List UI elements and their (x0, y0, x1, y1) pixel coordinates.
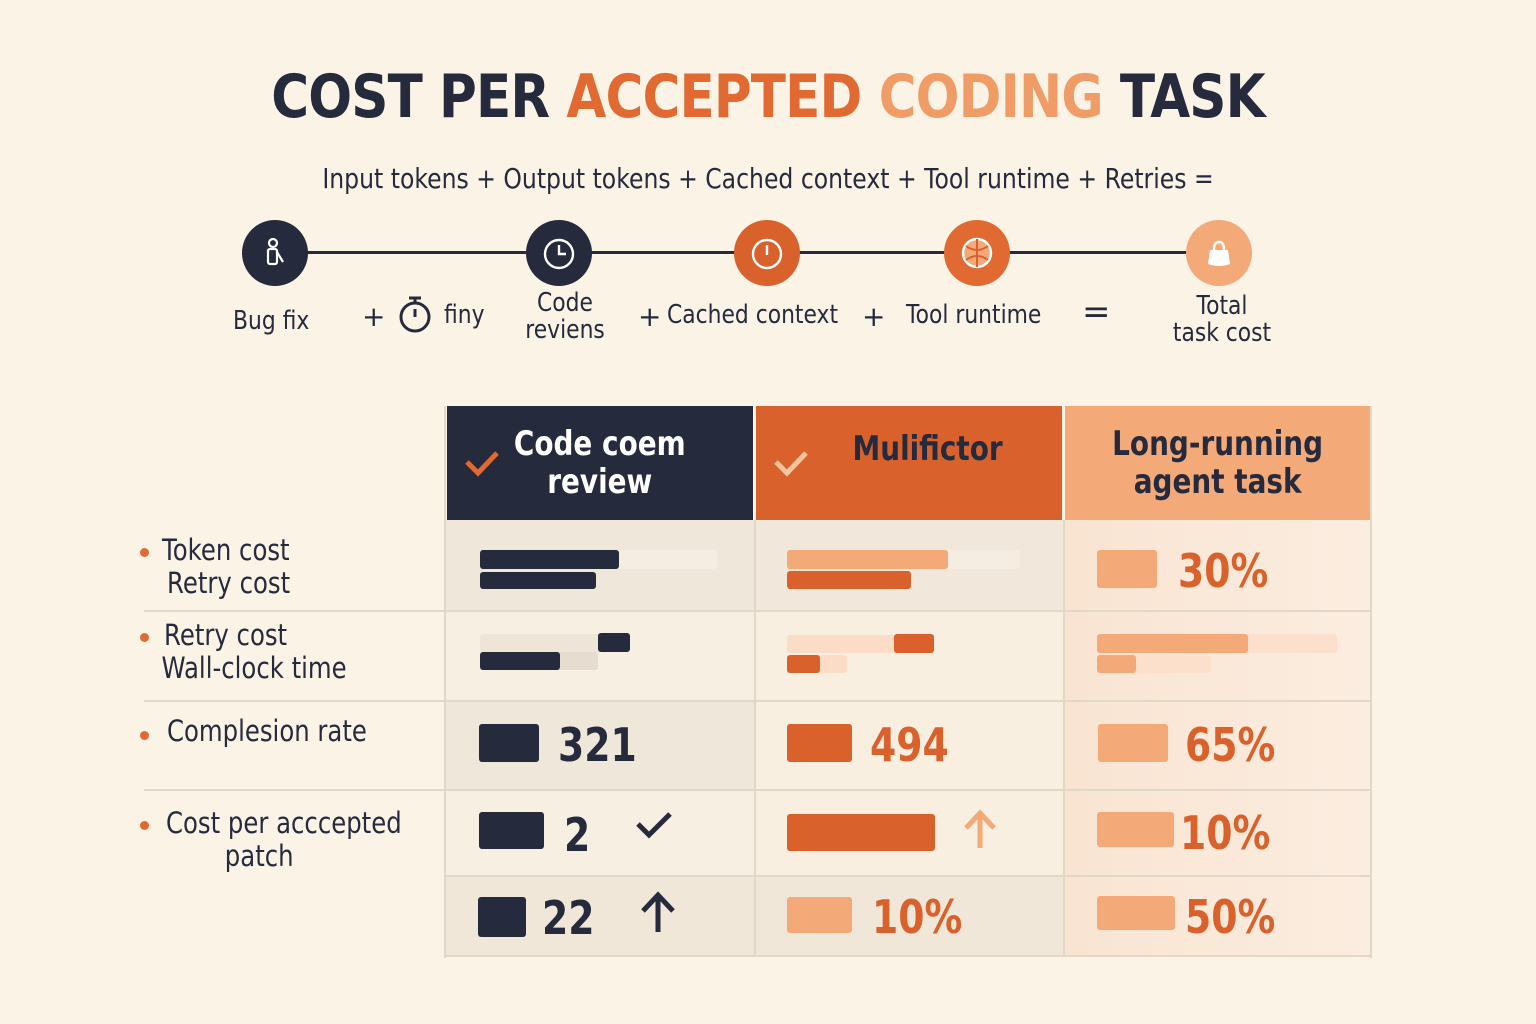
arrow-up-icon (964, 809, 996, 848)
column-header-code-review: Code coem review (447, 406, 753, 520)
check-icon (636, 812, 672, 839)
flow-label-tool-runtime: Tool runtime (906, 300, 1042, 330)
value-row1-col3: 30% (1178, 544, 1269, 598)
column-header-long-running: Long-running agent task (1065, 406, 1371, 520)
value-swatch (1097, 896, 1175, 930)
check-icon (774, 451, 808, 477)
value-swatch (787, 724, 852, 762)
bug-fix-icon (266, 237, 284, 266)
bullet-icon (140, 821, 149, 830)
clock-node (526, 220, 592, 286)
value-row3-col3: 65% (1185, 718, 1276, 772)
grid-line (446, 875, 1371, 877)
bar (787, 655, 820, 673)
value-swatch (787, 897, 852, 933)
page-title: COST PER ACCEPTED CODING TASK (108, 62, 1429, 132)
bar (787, 571, 911, 589)
flow-label-total-line1: Total (1196, 291, 1248, 321)
grid-line (144, 610, 1371, 612)
flow-equals: = (1082, 292, 1111, 332)
formula-text: Input tokens + Output tokens + Cached co… (322, 162, 1214, 195)
grid-line (1370, 406, 1372, 958)
value-swatch (1097, 812, 1174, 847)
value-swatch (1098, 724, 1168, 762)
timer-icon (751, 238, 783, 270)
bullet-icon (140, 633, 149, 642)
bar (480, 550, 619, 569)
flow-label-code-reviews: Code reviens (519, 290, 611, 344)
stopwatch-icon (399, 296, 431, 333)
flow-label-total: Total task cost (1170, 293, 1274, 347)
bullet-icon (140, 731, 149, 740)
title-word-2: ACCEPTED (566, 62, 862, 132)
flow-plus-1: + (362, 300, 386, 333)
value-swatch (479, 724, 539, 762)
clock-icon (543, 238, 575, 270)
bar (894, 634, 934, 653)
grid-line (444, 406, 446, 958)
row-label-retry-cost: Retry cost Wall-clock time (161, 618, 347, 685)
flow-plus-3: + (862, 300, 886, 333)
row-label-line: Retry cost (167, 566, 291, 600)
bar (1097, 634, 1248, 653)
bag-icon (1208, 240, 1230, 266)
row-label-line: Wall-clock time (161, 651, 347, 685)
title-word-3: CODING (878, 62, 1104, 132)
row-label-cost-per-patch: Cost per acccepted patch (166, 807, 402, 873)
flow-label-tiny: finy (444, 300, 485, 330)
row-label-token-cost: Token cost Retry cost (162, 534, 290, 600)
bullet-icon (140, 548, 149, 557)
value-swatch (1097, 550, 1157, 588)
row-label-line: Cost per acccepted (166, 806, 402, 840)
flow-label-bug-fix: Bug fix (233, 306, 310, 336)
arrow-up-icon (641, 891, 675, 932)
bar (598, 633, 630, 652)
column-header-label: Long-running agent task (1112, 424, 1324, 502)
value-swatch (479, 812, 544, 849)
grid-line (144, 789, 1371, 791)
bar (480, 572, 596, 589)
value-bar (787, 814, 935, 851)
grid-line (144, 700, 1371, 702)
title-word-4: TASK (1119, 62, 1266, 132)
flow-plus-2: + (638, 300, 662, 333)
column-header-mulifictor: Mulifictor (756, 406, 1062, 520)
check-icon (465, 451, 499, 477)
bar (787, 550, 948, 569)
column-header-label: Mulifictor (852, 429, 1003, 469)
value-row4-col3: 10% (1180, 806, 1271, 860)
value-row5-col3: 50% (1185, 890, 1276, 944)
flow-label-total-line2: task cost (1172, 318, 1272, 348)
flow-label-cached-context: Cached context (667, 300, 839, 330)
total-node (1186, 220, 1252, 286)
value-row3-col2: 494 (870, 718, 949, 772)
value-row3-col1: 321 (558, 718, 637, 772)
bar (1097, 655, 1136, 673)
grid-line (446, 955, 1371, 957)
row-label-line: Retry cost (164, 618, 288, 652)
value-row5-col2: 10% (872, 890, 963, 944)
flow-label-code-reviews-line2: reviens (525, 315, 605, 345)
ball-icon (961, 237, 993, 269)
timer-node (734, 220, 800, 286)
bar-track (480, 634, 620, 652)
runtime-node (944, 220, 1010, 286)
row-label-line: patch (224, 839, 294, 873)
column-header-label: Code coem review (514, 424, 686, 502)
bug-fix-node (242, 220, 308, 286)
title-word-1: COST PER (271, 62, 550, 132)
value-row5-col1: 22 (542, 891, 595, 945)
row-label-line: Token cost (162, 533, 290, 567)
grid-line (1063, 520, 1065, 957)
grid-line (754, 520, 756, 957)
row-label-completion-rate: Complesion rate (167, 714, 367, 748)
value-swatch (478, 897, 526, 937)
value-row4-col1: 2 (564, 808, 591, 862)
flow-label-code-reviews-line1: Code (537, 288, 593, 318)
bar (480, 652, 560, 670)
